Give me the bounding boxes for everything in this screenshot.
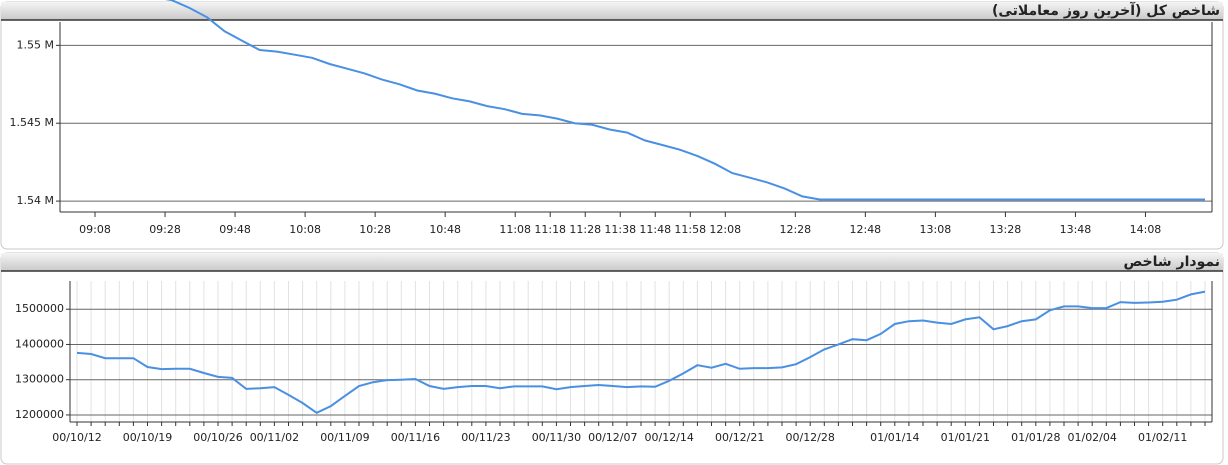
x-tick-label: 00/12/07 xyxy=(588,431,637,444)
y-tick-label: 1300000 xyxy=(15,373,64,386)
x-tick-label: 00/11/23 xyxy=(461,431,510,444)
x-tick-label: 12:48 xyxy=(849,223,881,236)
chart-title: نمودار شاخص xyxy=(1123,254,1220,270)
line xyxy=(76,290,1206,414)
y-tick-label: 1400000 xyxy=(15,337,64,350)
x-tick-label: 11:38 xyxy=(604,223,636,236)
x-tick-label: 11:08 xyxy=(499,223,531,236)
y-tick-label: 1.54 M xyxy=(17,194,54,207)
x-tick-label: 14:08 xyxy=(1130,223,1162,236)
x-tick-label: 13:48 xyxy=(1060,223,1092,236)
x-tick-label: 01/02/11 xyxy=(1138,431,1187,444)
x-tick-label: 11:18 xyxy=(534,223,566,236)
x-tick-label: 10:08 xyxy=(289,223,321,236)
x-tick-label: 01/02/04 xyxy=(1067,431,1116,444)
x-tick-label: 09:48 xyxy=(219,223,251,236)
chart-title: شاخص کل (آخرین روز معاملاتی) xyxy=(992,1,1220,19)
x-tick-label: 00/12/14 xyxy=(644,431,693,444)
x-tick-label: 00/12/28 xyxy=(785,431,834,444)
y-tick-label: 1.545 M xyxy=(10,116,54,129)
panel-header xyxy=(1,253,1223,271)
x-tick-label: 00/11/30 xyxy=(532,431,581,444)
panel-header xyxy=(1,2,1223,20)
x-tick-label: 00/10/19 xyxy=(123,431,172,444)
x-tick-label: 00/11/09 xyxy=(320,431,369,444)
x-tick-label: 01/01/14 xyxy=(870,431,919,444)
x-tick-label: 01/01/21 xyxy=(941,431,990,444)
y-tick-label: 1500000 xyxy=(15,302,64,315)
x-tick-label: 00/10/12 xyxy=(52,431,101,444)
x-tick-label: 00/10/26 xyxy=(193,431,242,444)
x-tick-label: 13:28 xyxy=(990,223,1022,236)
y-tick-label: 1200000 xyxy=(15,408,64,421)
x-tick-label: 10:28 xyxy=(359,223,391,236)
x-tick-label: 09:08 xyxy=(79,223,111,236)
x-tick-label: 12:08 xyxy=(709,223,741,236)
x-tick-label: 11:58 xyxy=(674,223,706,236)
x-tick-label: 00/12/21 xyxy=(715,431,764,444)
x-tick-label: 09:28 xyxy=(149,223,181,236)
y-tick-label: 1.55 M xyxy=(17,38,54,51)
line xyxy=(165,0,1205,201)
x-tick-label: 11:28 xyxy=(569,223,601,236)
x-tick-label: 12:28 xyxy=(779,223,811,236)
x-tick-label: 01/01/28 xyxy=(1011,431,1060,444)
x-tick-label: 10:48 xyxy=(429,223,461,236)
x-tick-label: 13:08 xyxy=(920,223,952,236)
x-tick-label: 11:48 xyxy=(639,223,671,236)
x-tick-label: 00/11/02 xyxy=(250,431,299,444)
x-tick-label: 00/11/16 xyxy=(391,431,440,444)
